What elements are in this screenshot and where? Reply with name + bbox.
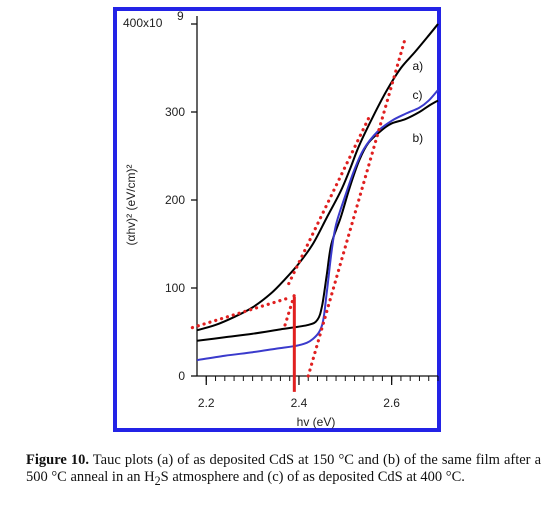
x-tick-label: 2.4 (291, 396, 308, 410)
labels: a) c) b) (413, 59, 424, 145)
y-tick-label: 0 (178, 369, 185, 383)
tauc-plot: 2.2 2.4 2.6 0 100 200 300 400x10 9 hv (eV) (αhv)² … (123, 9, 439, 429)
figure-caption: Figure 10. Tauc plots (a) of as deposite… (26, 452, 541, 490)
y-top-tick-label: 400x10 (123, 16, 163, 30)
caption-text-2: S atmosphere and (c) of as deposited CdS… (160, 469, 465, 485)
y-tick-label: 300 (165, 105, 185, 119)
curve-label: b) (413, 131, 424, 145)
axes: 2.2 2.4 2.6 0 100 200 300 400x10 9 hv (eV) (αhv)² … (123, 9, 439, 429)
x-tick-label: 2.6 (383, 396, 400, 410)
caption-subscript: 2 (154, 473, 161, 488)
y-top-tick-exponent: 9 (177, 9, 184, 23)
curve-c (197, 89, 439, 362)
figure-frame (113, 7, 441, 432)
x-axis-title: hv (eV) (297, 415, 336, 429)
curve-label: a) (413, 59, 424, 73)
curves (197, 23, 439, 362)
fit-line (287, 112, 373, 286)
curve-label: c) (413, 88, 423, 102)
x-tick-label: 2.2 (198, 396, 215, 410)
y-tick-label: 100 (165, 281, 185, 295)
fit-line (283, 293, 296, 327)
fit-line (190, 296, 292, 330)
curve-b (197, 99, 439, 342)
y-tick-label: 200 (165, 193, 185, 207)
caption-label: Figure 10. (26, 452, 89, 468)
caption-text-1: Tauc plots (a) of as deposited CdS at 15… (26, 452, 542, 485)
curve-a (197, 23, 439, 332)
fit-line (306, 35, 408, 378)
y-axis-title: (αhv)² (eV/cm)² (124, 165, 138, 246)
fit-lines (190, 35, 408, 392)
